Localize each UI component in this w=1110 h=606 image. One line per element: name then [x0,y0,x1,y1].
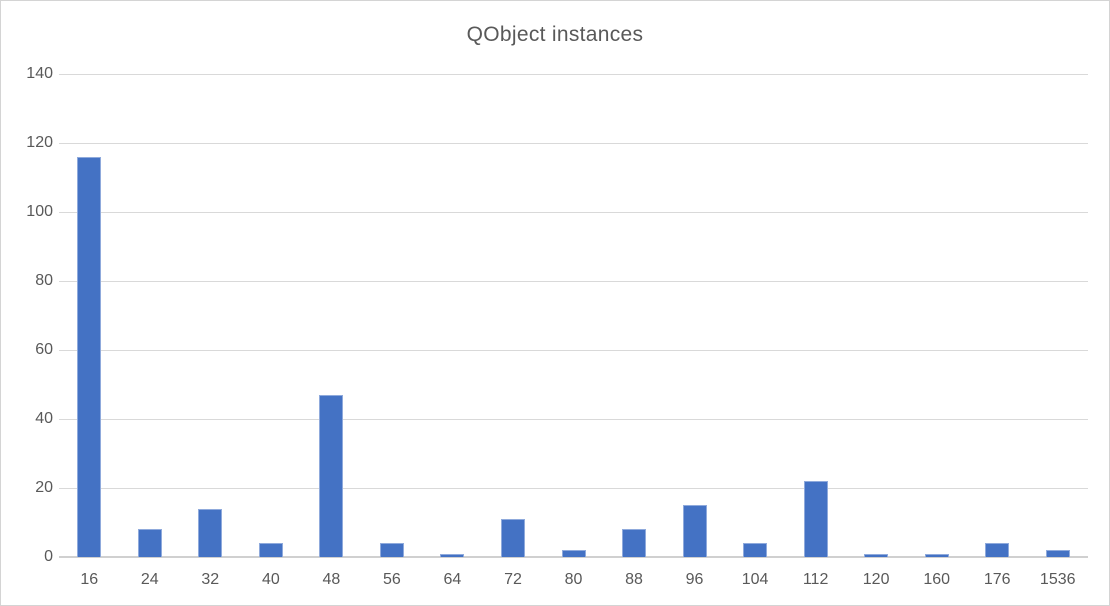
y-axis-tick-label: 40 [35,410,53,427]
y-axis-tick-label: 100 [26,203,53,220]
gridline [59,143,1088,144]
x-axis-tick-label: 160 [923,571,951,588]
gridline [59,74,1088,75]
bar [77,156,102,557]
x-axis-tick-label: 16 [80,571,99,588]
chart-title: QObject instances [466,23,644,46]
y-axis-tick-label: 140 [26,65,53,82]
bar [137,529,162,557]
x-axis-tick-label: 120 [862,571,890,588]
x-axis-tick-label: 88 [625,571,643,588]
bar [985,543,1010,557]
gridline [59,419,1088,420]
bar [500,519,525,557]
y-axis-tick-label: 20 [35,479,53,496]
gridline [59,350,1088,351]
x-axis-tick-label: 112 [802,571,829,588]
bar [379,543,404,557]
gridline [59,212,1088,213]
bar [258,543,283,557]
plot-area: 0 20 40 60 80 100 120 140 16 24 32 40 48 56 64 72 80 88 96… [26,65,1088,588]
x-axis-tick-label: 1536 [1039,571,1076,588]
x-axis-tick-label: 80 [564,571,583,588]
x-axis-tick-label: 48 [322,571,341,588]
x-axis-tick-label: 24 [140,571,159,588]
bar [682,505,707,557]
bar [743,543,768,557]
y-axis-tick-label: 120 [26,134,53,151]
x-axis-tick-label: 56 [383,571,401,588]
bar [622,529,647,557]
bar [1045,550,1070,557]
x-axis-tick-label: 176 [983,571,1011,588]
bar [561,550,586,557]
y-axis-tick-label: 0 [44,548,53,565]
bar [864,553,889,557]
gridline [59,281,1088,282]
y-axis-tick-label: 80 [35,272,53,289]
x-axis-line [59,556,1088,558]
gridline [59,488,1088,489]
x-axis-tick-label: 64 [443,571,462,588]
x-axis-tick-label: 104 [741,571,769,588]
bar [924,553,949,557]
bar [198,508,223,557]
x-axis-tick-label: 96 [685,571,704,588]
x-axis-tick-label: 32 [201,571,220,588]
x-axis-tick-label: 72 [504,571,522,588]
bar [319,394,344,557]
x-axis-tick-label: 40 [261,571,280,588]
bar [803,481,828,557]
y-axis-tick-label: 60 [35,341,53,358]
bar [440,553,465,557]
